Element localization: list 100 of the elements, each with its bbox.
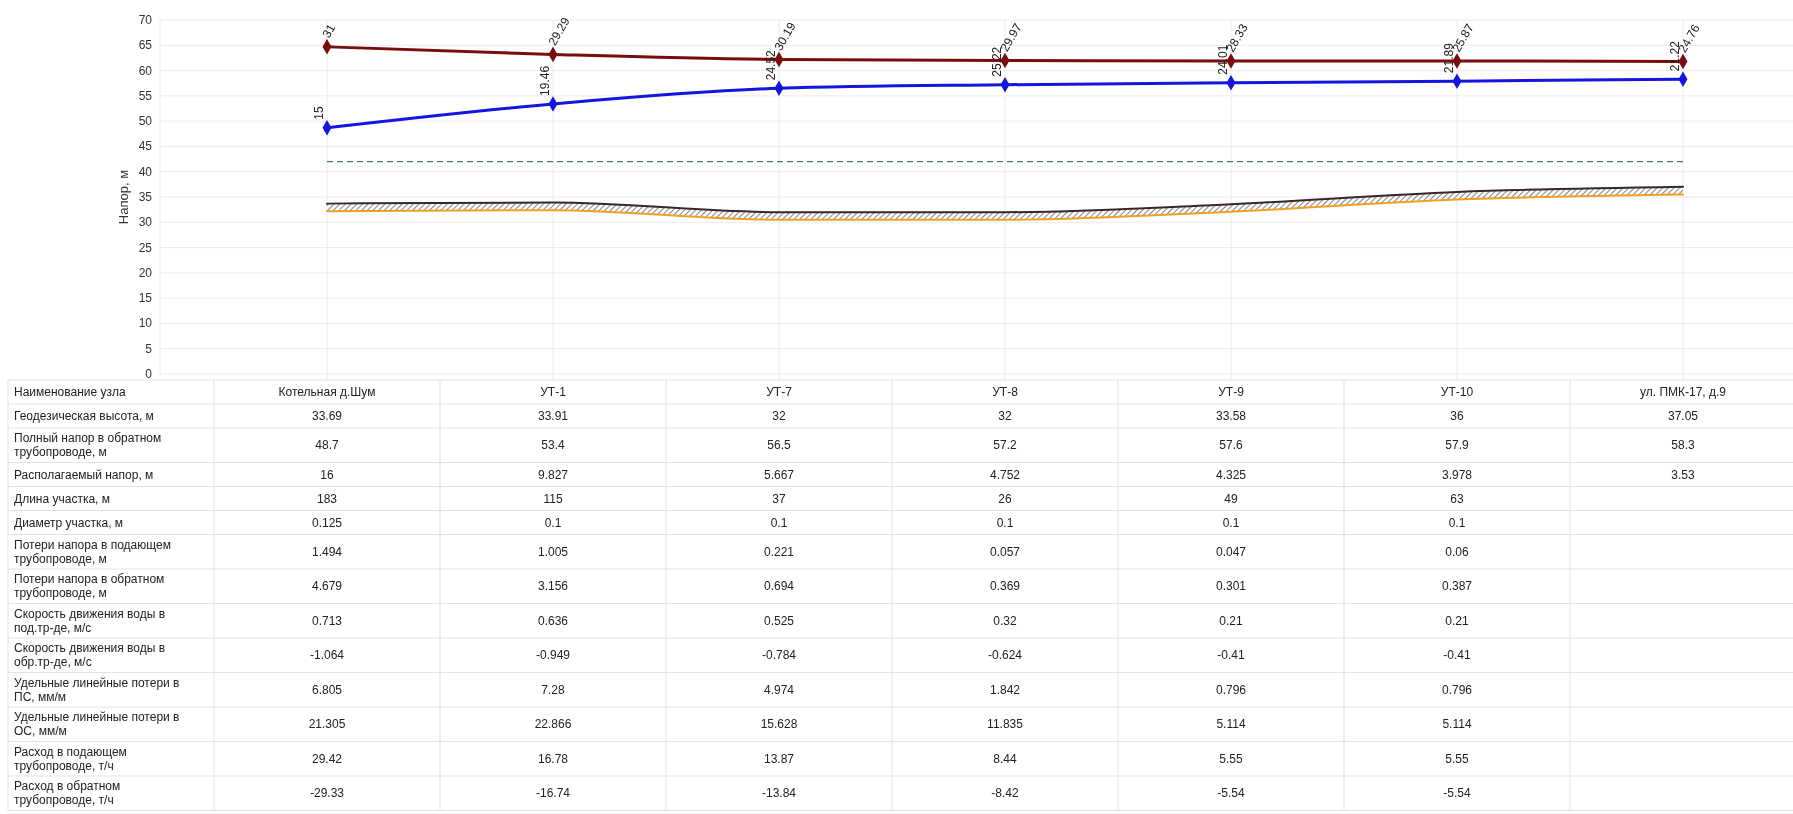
data-label: -1.064 xyxy=(309,648,345,663)
data-label: 3.978 xyxy=(1441,467,1473,482)
data-label: 0.1 xyxy=(1448,515,1466,530)
data-label: 57.6 xyxy=(1219,438,1243,453)
data-label: -0.784 xyxy=(761,648,797,663)
data-label: 5.114 xyxy=(1216,717,1246,732)
data-label: 0.221 xyxy=(763,544,795,559)
data-label: 4.679 xyxy=(311,579,343,594)
data-label: 15.628 xyxy=(760,717,798,732)
data-label: 36 xyxy=(1450,409,1464,423)
data-label: 5.55 xyxy=(1219,751,1243,766)
data-label: 7.28 xyxy=(541,682,565,697)
data-label: -0.624 xyxy=(987,648,1023,663)
data-label: -8.42 xyxy=(991,786,1019,801)
data-label: 11.835 xyxy=(987,717,1024,732)
line-series xyxy=(326,193,1684,221)
y-tick-label: 35 xyxy=(138,190,153,204)
data-label: 183 xyxy=(316,491,338,506)
text: Длина участка, м xyxy=(14,491,110,506)
y-tick-label: 5 xyxy=(145,341,153,356)
data-label: 16.78 xyxy=(537,751,569,766)
annotation: 24.52 xyxy=(764,49,778,81)
y-axis-title: Напор, м xyxy=(116,169,131,225)
y-tick-label: 30 xyxy=(138,215,153,230)
text: Скорость движения воды в под.тр-де, м/с xyxy=(14,606,166,635)
data-label: 29.42 xyxy=(311,751,343,766)
data-label: 57.9 xyxy=(1445,438,1469,453)
data-label: 49 xyxy=(1224,491,1238,506)
y-tick-label: 25 xyxy=(138,240,153,255)
text: Полный напор в обратном трубопроводе, м xyxy=(14,431,162,459)
data-label: 0.525 xyxy=(763,613,795,628)
text: Расход в подающем трубопроводе, т/ч xyxy=(14,744,127,773)
text: Диаметр участка, м xyxy=(14,515,124,530)
data-label: 53.4 xyxy=(541,438,565,453)
data-label: 58.3 xyxy=(1671,438,1695,453)
annotation: 15 xyxy=(312,106,326,120)
data-label: 0.125 xyxy=(311,515,343,530)
data-label: 0.047 xyxy=(1215,544,1247,559)
data-label: 57.2 xyxy=(993,438,1017,453)
text: Располагаемый напор, м xyxy=(14,467,154,482)
data-label: 0.057 xyxy=(989,544,1021,559)
data-label: -0.41 xyxy=(1217,648,1245,663)
data-label: 63 xyxy=(1450,491,1464,506)
data-label: 0.636 xyxy=(537,613,569,628)
data-label: 0.32 xyxy=(993,613,1017,628)
text: Скорость движения воды в обр.тр-де, м/с xyxy=(14,641,166,669)
data-label: 0.713 xyxy=(311,613,343,628)
data-label: 0.1 xyxy=(544,515,562,530)
category-label: УТ-7 xyxy=(766,385,793,399)
data-label: 33.91 xyxy=(537,409,569,423)
text: Удельные линейные потери в ПС, мм/м xyxy=(14,675,180,704)
data-label: 33.69 xyxy=(311,409,343,423)
data-label: 0.301 xyxy=(1215,579,1247,594)
y-tick-label: 20 xyxy=(138,265,153,280)
data-label: 9.827 xyxy=(537,467,569,482)
data-label: 5.667 xyxy=(763,467,795,482)
y-tick-label: 45 xyxy=(138,139,153,154)
data-label: 0.694 xyxy=(763,579,795,594)
data-label: -5.54 xyxy=(1217,786,1245,801)
text: Расход в обратном трубопроводе, т/ч xyxy=(14,779,121,807)
data-label: 0.1 xyxy=(996,515,1014,530)
data-label: 32 xyxy=(998,409,1012,423)
text: Потери напора в обратном трубопроводе, м xyxy=(14,572,165,600)
data-label: 56.5 xyxy=(767,438,791,453)
data-label: -13.84 xyxy=(761,786,797,801)
line-series xyxy=(326,185,1684,214)
category-label: УТ-9 xyxy=(1218,385,1245,399)
text: Потери напора в подающем трубопроводе, м xyxy=(14,537,171,566)
data-label: 0.1 xyxy=(770,515,788,530)
data-label: 37.05 xyxy=(1667,409,1699,423)
data-label: -29.33 xyxy=(309,786,345,801)
text: Удельные линейные потери в ОС, мм/м xyxy=(14,710,180,738)
data-label: 13.87 xyxy=(763,751,795,766)
annotation: 19.46 xyxy=(538,65,552,96)
y-tick-label: 65 xyxy=(138,38,153,53)
data-label: 1.842 xyxy=(989,682,1021,697)
y-tick-label: 10 xyxy=(138,316,153,331)
data-label: 0.1 xyxy=(1222,515,1240,530)
text: Геодезическая высота, м xyxy=(14,409,154,423)
data-label: 5.114 xyxy=(1442,717,1472,732)
category-label: ул. ПМК-17, д.9 xyxy=(1639,385,1727,399)
annotation: 31 xyxy=(319,21,339,41)
data-label: 5.55 xyxy=(1445,751,1469,766)
data-label: 1.005 xyxy=(537,544,569,559)
y-tick-label: 15 xyxy=(138,291,153,306)
data-label: 37 xyxy=(772,491,786,506)
data-label: -5.54 xyxy=(1443,786,1471,801)
data-label: 48.7 xyxy=(315,438,339,453)
data-label: -16.74 xyxy=(535,786,571,801)
data-label: -0.949 xyxy=(535,648,571,663)
annotation: 25.22 xyxy=(990,46,1004,77)
data-label: 33.58 xyxy=(1215,409,1247,423)
data-label: 32 xyxy=(772,409,786,423)
data-label: 115 xyxy=(543,491,563,506)
y-tick-label: 60 xyxy=(138,63,153,78)
data-label: 4.974 xyxy=(763,682,795,697)
data-label: 0.21 xyxy=(1445,613,1469,628)
data-label: 16 xyxy=(320,467,334,482)
category-label: Котельная д.Шум xyxy=(278,385,376,399)
data-label: 4.325 xyxy=(1215,467,1247,482)
